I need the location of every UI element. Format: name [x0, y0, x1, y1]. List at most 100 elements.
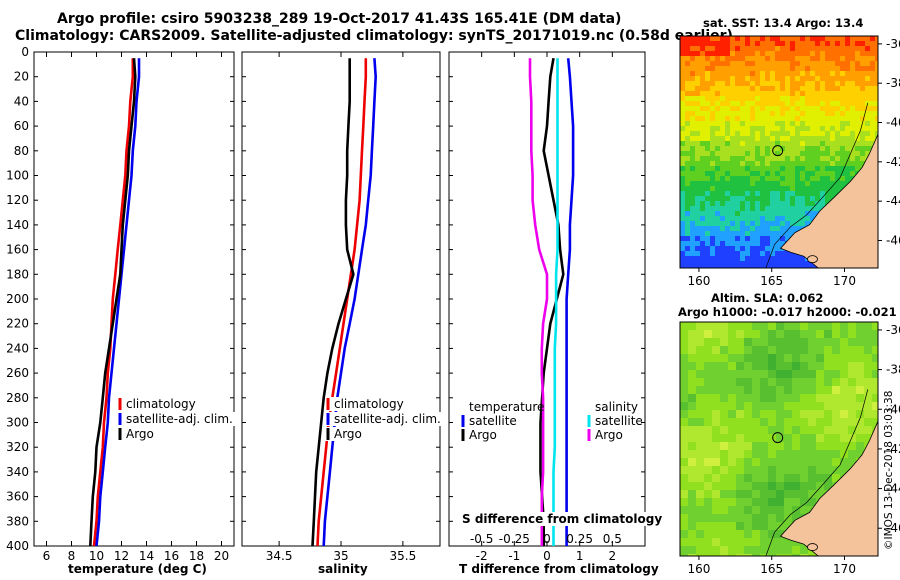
x-tick-label: 34.5: [266, 549, 293, 563]
sst-map-title: sat. SST: 13.4 Argo: 13.4: [703, 16, 864, 30]
copyright: ©IMOS 13-Dec-2018 03:03:38: [883, 390, 895, 550]
lat-tick-label: -36: [886, 37, 900, 51]
y-tick-label: 300: [6, 416, 29, 430]
lat-tick-label: -36: [886, 323, 900, 337]
y-tick-label: 340: [6, 465, 29, 479]
lat-tick-label: -42: [886, 155, 900, 169]
y-tick-label: 120: [6, 193, 29, 207]
t-difference-xlabel: T difference from climatology: [459, 562, 659, 576]
legend-bg: [325, 427, 364, 441]
lat-tick-label: -42: [886, 442, 900, 456]
legend-label-climatology: climatology: [334, 397, 404, 411]
land-stewart-island: [807, 255, 818, 264]
series-line-argo: [89, 58, 137, 547]
series-line-argo: [311, 58, 355, 547]
sla-map-title: Altim. SLA: 0.062: [711, 291, 824, 305]
temperature-xlabel: temperature (deg C): [68, 562, 207, 576]
x-tick-label: 1: [576, 549, 584, 563]
map-field: [680, 322, 878, 556]
legend-bg: [325, 397, 414, 411]
legend-label-climatology: climatology: [126, 397, 196, 411]
lat-tick-label: -38: [886, 363, 900, 377]
legend-label-satellite: satellite-adj. clim.: [334, 412, 441, 426]
legend-bg: [117, 397, 206, 411]
legend-label-s-satellite_s: satellite: [595, 414, 643, 428]
y-tick-label: 280: [6, 391, 29, 405]
y-tick-label: 100: [6, 169, 29, 183]
profile-title: Argo profile: csiro 5903238_289 19-Oct-2…: [57, 11, 622, 27]
x-tick-label: 20: [214, 549, 229, 563]
series-line-satellite-adj-clim-: [322, 58, 378, 547]
series-line-satellite-adj-clim-: [95, 58, 141, 547]
legend-label-t-satellite: satellite: [469, 414, 517, 428]
legend-bg: [117, 427, 156, 441]
x-tick-label: 14: [139, 549, 154, 563]
y-tick-label: 180: [6, 267, 29, 281]
lat-tick-label: -44: [886, 194, 900, 208]
legend-label-t-argo: Argo: [469, 428, 497, 442]
x-tick-label: 10: [89, 549, 104, 563]
series-line-s-argo: [528, 58, 549, 546]
y-tick-label: 60: [14, 119, 29, 133]
legend-bg: [117, 412, 269, 426]
y-tick-label: 400: [6, 539, 29, 553]
lon-tick-label: 165: [760, 562, 783, 576]
depth-contour: [765, 102, 869, 268]
legend-bg: [325, 412, 477, 426]
map-frame: [679, 35, 879, 269]
s-tick-label: -0.5: [470, 532, 493, 546]
temperature-panel: 6 8 10 12 14 16 18 2002040608010012014016018020…: [6, 45, 269, 563]
x-tick-label: 2: [609, 549, 617, 563]
lat-tick-label: -46: [886, 521, 900, 535]
lat-tick-label: -40: [886, 116, 900, 130]
y-tick-label: 160: [6, 243, 29, 257]
y-tick-label: 320: [6, 440, 29, 454]
lon-tick-label: 160: [687, 562, 710, 576]
s-tick-label: 0.25: [566, 532, 593, 546]
sla-map-subtitle: Argo h1000: -0.017 h2000: -0.021: [678, 305, 897, 319]
lon-tick-label: 165: [760, 274, 783, 288]
depth-contour: [765, 389, 869, 556]
series-line-t-satellite: [565, 58, 575, 546]
y-tick-label: 40: [14, 94, 29, 108]
y-tick-label: 260: [6, 366, 29, 380]
s-tick-label: 0: [543, 532, 551, 546]
argo-position-marker: [772, 145, 784, 157]
y-tick-label: 220: [6, 317, 29, 331]
map-field: [680, 36, 878, 268]
x-tick-label: 35: [333, 549, 348, 563]
sst-map: -36 -38 -40 -42 -44 -46 160 165 170: [679, 35, 900, 288]
sla-map: -36 -38 -40 -42 -44 -46 160 165 170: [679, 321, 900, 576]
y-tick-label: 240: [6, 341, 29, 355]
lat-tick-label: -46: [886, 233, 900, 247]
x-tick-label: 8: [68, 549, 76, 563]
lon-tick-label: 170: [833, 274, 856, 288]
lon-tick-label: 160: [687, 274, 710, 288]
x-tick-label: 12: [114, 549, 129, 563]
legend-label-s-argo_s: Argo: [595, 428, 623, 442]
x-tick-label: -2: [476, 549, 488, 563]
x-tick-label: 16: [164, 549, 179, 563]
y-tick-label: 140: [6, 218, 29, 232]
x-tick-label: -1: [508, 549, 520, 563]
land-new-zealand: [779, 421, 878, 556]
map-frame: [679, 321, 879, 557]
difference-panel: -2 -1 0 1 2 -0.5 -0.25 0 0.25 0.5 temperature salin…: [448, 51, 646, 563]
legend-title-temperature: temperature: [469, 400, 544, 414]
legend-title-salinity: salinity: [595, 400, 638, 414]
y-tick-label: 0: [21, 45, 29, 59]
legend-label-argo: Argo: [334, 427, 362, 441]
x-tick-label: 6: [43, 549, 51, 563]
x-tick-label: 0: [543, 549, 551, 563]
y-tick-label: 80: [14, 144, 29, 158]
y-tick-label: 20: [14, 70, 29, 84]
s-tick-label: -0.25: [499, 532, 530, 546]
lon-tick-label: 170: [833, 562, 856, 576]
legend-label-satellite: satellite-adj. clim.: [126, 412, 233, 426]
series-line-s-satellite: [552, 58, 559, 546]
y-tick-label: 360: [6, 490, 29, 504]
lat-tick-label: -40: [886, 402, 900, 416]
legend-label-argo: Argo: [126, 427, 154, 441]
